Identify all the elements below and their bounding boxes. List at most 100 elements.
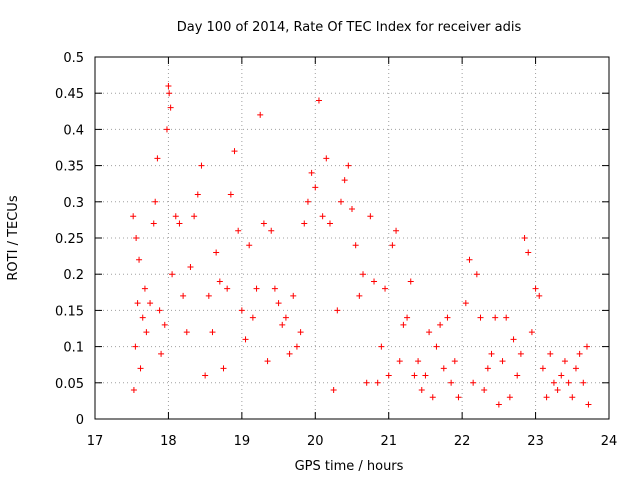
data-point — [341, 177, 348, 184]
data-point — [194, 191, 201, 198]
data-point — [360, 271, 367, 278]
y-tick-label: 0.3 — [63, 196, 84, 211]
data-point — [415, 358, 422, 365]
data-point — [580, 379, 587, 386]
data-point — [503, 314, 510, 321]
data-point — [495, 401, 502, 408]
data-point — [393, 227, 400, 234]
y-tick-label: 0.15 — [55, 304, 84, 319]
data-point — [312, 184, 319, 191]
data-point — [525, 249, 532, 256]
y-tick-label: 0.1 — [63, 341, 84, 356]
data-point — [166, 90, 173, 97]
data-point — [404, 314, 411, 321]
data-point — [198, 162, 205, 169]
y-tick-label: 0.4 — [63, 123, 84, 138]
data-point — [484, 365, 491, 372]
data-point — [422, 372, 429, 379]
data-point — [576, 350, 583, 357]
data-point — [473, 271, 480, 278]
data-point — [510, 336, 517, 343]
data-point — [231, 148, 238, 155]
data-point — [150, 220, 157, 227]
data-point — [521, 235, 528, 241]
data-point — [137, 365, 144, 372]
data-point — [282, 314, 289, 321]
data-point — [382, 285, 389, 292]
data-point — [132, 343, 139, 350]
data-point — [271, 285, 278, 292]
data-point — [400, 321, 407, 328]
data-point — [165, 82, 172, 89]
data-point — [514, 372, 521, 379]
data-point — [227, 191, 234, 198]
data-point — [235, 227, 242, 234]
data-point — [455, 394, 462, 401]
data-point — [323, 155, 330, 162]
data-point — [345, 162, 352, 169]
data-point — [466, 256, 473, 263]
x-tick-label: 17 — [87, 434, 104, 449]
data-point — [352, 242, 359, 249]
y-tick-label: 0.2 — [63, 268, 84, 283]
data-point — [470, 379, 477, 386]
data-point — [167, 104, 174, 111]
data-point — [143, 329, 150, 336]
data-point — [130, 387, 137, 394]
data-point — [481, 387, 488, 394]
y-tick-label: 0 — [76, 413, 84, 428]
data-point — [385, 372, 392, 379]
y-tick-label: 0.05 — [55, 377, 84, 392]
data-point — [224, 285, 231, 292]
x-tick-label: 21 — [380, 434, 397, 449]
data-point — [499, 358, 506, 365]
x-tick-labels: 17 18 19 20 21 22 23 24 — [87, 434, 618, 449]
data-point — [133, 235, 140, 241]
data-point — [396, 358, 403, 365]
data-point — [268, 227, 275, 234]
data-point — [554, 387, 561, 394]
x-tick-label: 24 — [601, 434, 618, 449]
data-point — [411, 372, 418, 379]
data-point — [216, 278, 223, 285]
data-point — [205, 292, 212, 299]
data-point — [304, 198, 311, 205]
data-point — [492, 314, 499, 321]
data-point — [477, 314, 484, 321]
data-point — [517, 350, 524, 357]
data-point — [451, 358, 458, 365]
data-point — [183, 329, 190, 336]
data-point — [374, 379, 381, 386]
x-axis-label: GPS time / hours — [295, 459, 404, 474]
data-point — [389, 242, 396, 249]
data-point — [407, 278, 414, 285]
data-point — [257, 111, 264, 118]
data-point — [539, 365, 546, 372]
data-point — [536, 292, 543, 299]
data-point — [130, 213, 137, 220]
data-point — [141, 285, 148, 292]
y-axis-label: ROTI / TECUs — [6, 195, 21, 280]
data-point — [301, 220, 308, 227]
data-point — [279, 321, 286, 328]
data-point — [202, 372, 209, 379]
data-point — [528, 329, 535, 336]
data-point — [330, 387, 337, 394]
data-point — [565, 379, 572, 386]
y-tick-labels: 0 0.05 0.1 0.15 0.2 0.25 0.3 0.35 0.4 0.45 0.5 — [55, 51, 84, 428]
data-point — [161, 321, 168, 328]
y-tick-label: 0.5 — [63, 51, 84, 66]
y-tick-label: 0.25 — [55, 232, 84, 247]
data-point — [290, 292, 297, 299]
data-point — [418, 387, 425, 394]
data-point — [334, 307, 341, 314]
data-points — [130, 82, 592, 408]
x-tick-label: 19 — [234, 434, 251, 449]
data-point — [187, 263, 194, 270]
data-point — [253, 285, 260, 292]
data-point — [242, 336, 249, 343]
data-point — [163, 126, 170, 133]
y-tick-label: 0.45 — [55, 87, 84, 102]
